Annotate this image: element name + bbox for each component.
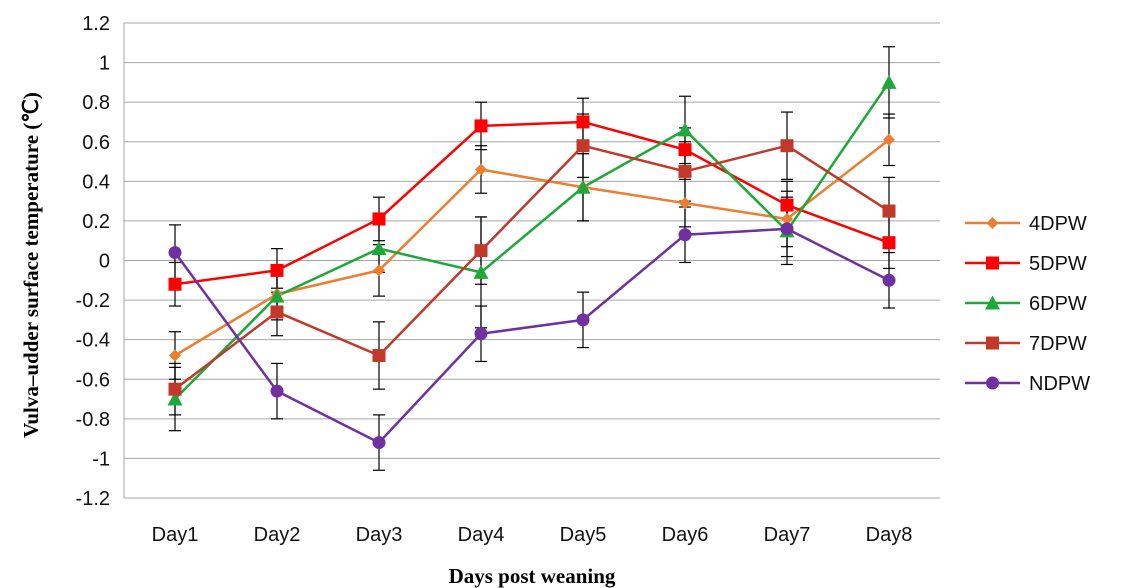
data-point-5dpw: [678, 143, 692, 157]
x-tick-label: Day5: [560, 524, 607, 546]
y-tick-label: 0: [99, 251, 110, 273]
legend-marker: [986, 336, 999, 350]
data-point-6dpw: [167, 391, 183, 406]
legend-label-ndpw: NDPW: [1029, 373, 1090, 395]
y-tick-label: 0.2: [82, 211, 110, 233]
series-lines: [173, 81, 891, 444]
y-tick-label: 1.2: [82, 13, 110, 35]
x-tick-label: Day4: [458, 524, 505, 546]
series-line-5dpw: [174, 120, 890, 286]
legend-marker: [985, 295, 1000, 310]
y-tick-label: 0.8: [82, 92, 110, 114]
data-point-4dpw: [883, 133, 895, 146]
data-point-7dpw: [678, 164, 692, 178]
y-tick-label: -1.2: [76, 488, 110, 510]
data-point-4dpw: [781, 212, 793, 225]
legend: 4DPW 5DPW 6DPW 7DPW NDPW: [965, 213, 1090, 395]
data-point-5dpw: [372, 212, 386, 226]
data-point-5dpw: [270, 263, 284, 277]
data-point-5dpw: [882, 236, 896, 250]
data-point-ndpw: [168, 246, 182, 260]
data-point-ndpw: [474, 327, 488, 341]
data-point-ndpw: [576, 313, 590, 327]
series-line-ndpw: [173, 227, 890, 444]
data-point-6dpw: [269, 288, 285, 303]
data-point-4dpw: [475, 163, 487, 176]
data-point-4dpw: [169, 349, 181, 362]
legend-marker: [986, 376, 999, 390]
data-point-ndpw: [270, 384, 284, 398]
x-tick-label: Day3: [356, 524, 403, 546]
data-point-4dpw: [679, 197, 691, 210]
y-tick-label: 0.4: [82, 171, 110, 193]
data-point-7dpw: [372, 349, 386, 362]
x-tick-label: Day6: [662, 524, 709, 546]
data-point-ndpw: [780, 222, 794, 236]
series-line-6dpw: [174, 81, 891, 400]
series-markers: [167, 74, 897, 450]
data-point-6dpw: [677, 122, 693, 137]
y-tick-label: -1: [92, 448, 110, 470]
legend-label-4dpw: 4DPW: [1029, 213, 1087, 235]
y-tick-label: -0.8: [76, 409, 110, 431]
error-bars: [169, 46, 895, 471]
data-point-6dpw: [575, 179, 591, 194]
x-tick-label: Day2: [254, 524, 301, 546]
gridlines: [123, 22, 940, 499]
legend-label-6dpw: 6DPW: [1029, 293, 1087, 315]
x-tick-label: Day8: [866, 524, 913, 546]
x-axis-title: Days post weaning: [449, 564, 616, 588]
legend-marker: [986, 256, 999, 270]
y-tick-label: -0.6: [76, 369, 110, 391]
data-point-5dpw: [576, 115, 590, 129]
data-point-ndpw: [678, 228, 692, 242]
legend-label-5dpw: 5DPW: [1029, 253, 1087, 275]
x-axis-ticks: Day1 Day2 Day3 Day4 Day5 Day6 Day7 Day8: [152, 524, 913, 546]
series-line-4dpw: [174, 138, 890, 357]
data-point-5dpw: [168, 277, 182, 291]
data-point-7dpw: [882, 204, 896, 218]
data-point-ndpw: [372, 436, 386, 450]
data-point-5dpw: [780, 198, 794, 212]
data-point-7dpw: [168, 382, 182, 396]
data-point-7dpw: [474, 244, 488, 258]
data-point-5dpw: [474, 119, 488, 133]
data-point-7dpw: [780, 139, 794, 153]
data-point-6dpw: [371, 241, 387, 256]
y-axis-title: Vulva–udder surface temperature (℃): [19, 92, 43, 438]
legend-label-7dpw: 7DPW: [1029, 333, 1087, 355]
y-axis-ticks: -1.2 -1 -0.8 -0.6 -0.4 -0.2 0 0.2 0.4 0.6 0.8 1 1.2: [76, 13, 110, 510]
data-point-ndpw: [882, 273, 896, 287]
y-tick-label: 1: [99, 53, 110, 75]
data-point-7dpw: [270, 305, 284, 319]
y-tick-label: -0.4: [76, 330, 110, 352]
y-tick-label: -0.2: [76, 290, 110, 312]
x-tick-label: Day7: [764, 524, 811, 546]
data-point-4dpw: [373, 264, 385, 277]
legend-marker: [986, 217, 999, 229]
data-point-7dpw: [576, 139, 590, 153]
series-line-7dpw: [174, 144, 890, 391]
y-tick-label: 0.6: [82, 132, 110, 154]
x-tick-label: Day1: [152, 524, 199, 546]
data-point-6dpw: [473, 264, 489, 279]
data-point-6dpw: [881, 74, 897, 89]
